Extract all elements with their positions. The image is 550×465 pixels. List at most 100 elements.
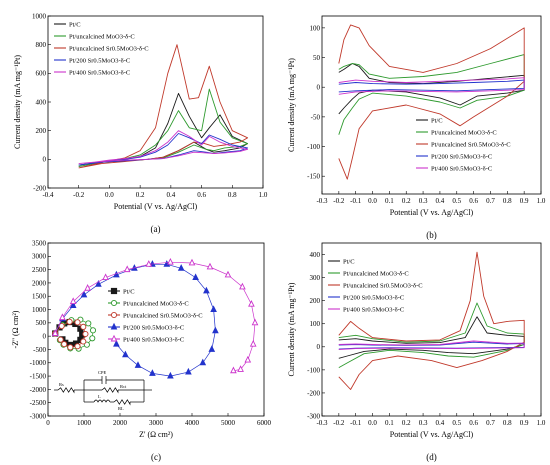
resistor-rl	[113, 399, 131, 406]
x-tick-label: 0.7	[486, 197, 495, 205]
data-point	[203, 286, 210, 294]
x-tick-label: 0.5	[452, 197, 461, 205]
y-tick-label: 0	[317, 343, 321, 351]
y-tick-label: -300	[307, 412, 320, 420]
data-point	[69, 301, 77, 308]
y-tick-label: 200	[36, 127, 47, 135]
data-point	[85, 320, 92, 327]
series-line	[338, 340, 525, 351]
series-1	[78, 88, 249, 167]
x-tick-label: -0.1	[350, 419, 362, 427]
legend: Pt/C Pt/uncalcined MoO3-δ-C Pt/uncalcined …	[54, 21, 149, 76]
series-line	[338, 77, 525, 95]
y-tick-label: 100	[310, 24, 321, 32]
y-tick-label: -1000	[30, 359, 47, 367]
y-axis-label: Current density (mA mg⁻¹Pt)	[287, 282, 296, 376]
x-tick-label: 5000	[221, 419, 236, 427]
data-point	[102, 273, 109, 281]
data-point	[123, 265, 131, 273]
data-point	[167, 371, 174, 379]
x-tick-label: -0.3	[316, 419, 328, 427]
x-tick-label: 1.0	[259, 191, 268, 199]
data-point	[244, 355, 252, 363]
y-tick-label: 0	[317, 84, 321, 92]
legend-entry: Pt/C	[343, 258, 355, 265]
series-line	[338, 251, 525, 390]
series-line	[78, 44, 249, 169]
legend-entry: Pt/C	[69, 21, 81, 28]
legend-marker	[110, 287, 118, 295]
y-tick-label: -2000	[30, 386, 47, 394]
legend-entry: Pt/uncalcined Sr0.5MoO3-δ-C	[69, 45, 149, 52]
x-tick-label: -0.3	[316, 197, 328, 205]
panel-label: (d)	[426, 452, 437, 462]
data-point	[224, 270, 232, 278]
x-tick-label: 0.8	[503, 197, 512, 205]
data-point	[122, 350, 129, 358]
legend-entry: Pt/400 Sr0.5MoO3-δ-C	[69, 69, 130, 76]
circuit-label: Rct	[120, 384, 127, 389]
y-tick-label: 1000	[32, 12, 47, 20]
legend-entry: Pt/400 Sr0.5MoO3-δ-C	[123, 336, 184, 343]
legend-marker	[110, 334, 118, 342]
legend-entry: Pt/uncalcined Sr0.5MoO3-δ-C	[343, 282, 423, 289]
circuit-label: RL	[118, 406, 124, 411]
x-tick-label: 0.2	[136, 191, 145, 199]
legend-entry: Pt/uncalcined MoO3-δ-C	[69, 33, 135, 40]
legend-entry: Pt/200 Sr0.5MoO3-δ-C	[69, 57, 130, 64]
plot-frame	[47, 15, 264, 189]
legend-entry: Pt/uncalcined MoO3-δ-C	[431, 129, 497, 136]
x-tick-label: 0.0	[368, 419, 377, 427]
y-tick-label: 200	[310, 297, 321, 305]
y-tick-label: -100	[307, 366, 320, 374]
x-tick-label: 0	[46, 419, 50, 427]
legend-entry: Pt/200 Sr0.5MoO3-δ-C	[431, 153, 492, 160]
x-tick-label: 0.3	[419, 197, 428, 205]
y-tick-label: 400	[310, 251, 321, 259]
legend: Pt/C Pt/uncalcined MoO3-δ-C Pt/uncalcined …	[108, 287, 203, 343]
x-tick-label: 0.4	[436, 419, 445, 427]
y-tick-label: 600	[36, 70, 47, 78]
data-point	[185, 367, 192, 375]
y-tick-label: -1500	[30, 372, 47, 380]
legend-marker	[110, 322, 118, 330]
data-point	[167, 257, 174, 265]
legend-entry: Pt/400 Sr0.5MoO3-δ-C	[343, 306, 404, 313]
legend: Pt/C Pt/uncalcined MoO3-δ-C Pt/uncalcined …	[328, 258, 423, 313]
legend: Pt/C Pt/uncalcined MoO3-δ-C Pt/uncalcined …	[416, 117, 511, 172]
y-tick-label: -200	[307, 389, 320, 397]
chart-panel-b: -0.3 -0.2 -0.1 0.0 0.1 0.2 0.3 0.4 0.5 0.6 0.7 0.8 0…	[287, 15, 546, 240]
chart-panel-a: -0.4 -0.2 0.0 0.2 0.4 0.6 0.8 1.0 -200 0 200 400 600…	[13, 12, 268, 234]
x-tick-label: 0.2	[402, 197, 411, 205]
data-point	[249, 339, 257, 347]
x-tick-label: 0.8	[503, 419, 512, 427]
series-2	[338, 251, 525, 390]
circuit-label: Rs	[59, 382, 64, 387]
plot-frame	[321, 242, 542, 417]
series-2	[78, 44, 249, 169]
data-point	[80, 338, 87, 345]
y-tick-label: 3500	[32, 239, 47, 247]
data-point	[51, 329, 59, 336]
y-tick-label: 0	[43, 156, 47, 164]
y-tick-label: -200	[33, 184, 46, 192]
data-point	[177, 264, 185, 271]
chart-panel-d: -0.3 -0.2 -0.1 0.0 0.1 0.2 0.3 0.4 0.5 0.6 0.7 0.8 0…	[287, 242, 546, 462]
series-3	[51, 260, 219, 379]
data-point	[69, 297, 77, 305]
y-tick-label: 300	[310, 274, 321, 282]
x-axis-label: Potential (V vs. Ag/AgCl)	[114, 202, 198, 211]
data-point	[192, 273, 199, 281]
y-axis-label: Current density (mA mg⁻¹Pt)	[13, 55, 22, 149]
data-point	[66, 318, 73, 325]
legend-marker	[110, 311, 118, 319]
x-tick-label: 0.9	[520, 419, 529, 427]
y-tick-label: 100	[310, 320, 321, 328]
x-tick-label: -0.2	[333, 419, 345, 427]
legend-marker	[110, 299, 118, 307]
plot-frame	[321, 15, 542, 195]
x-tick-label: 0.1	[385, 419, 394, 427]
series-line	[338, 24, 525, 180]
series-4	[338, 77, 525, 95]
y-tick-label: 3000	[32, 253, 47, 261]
